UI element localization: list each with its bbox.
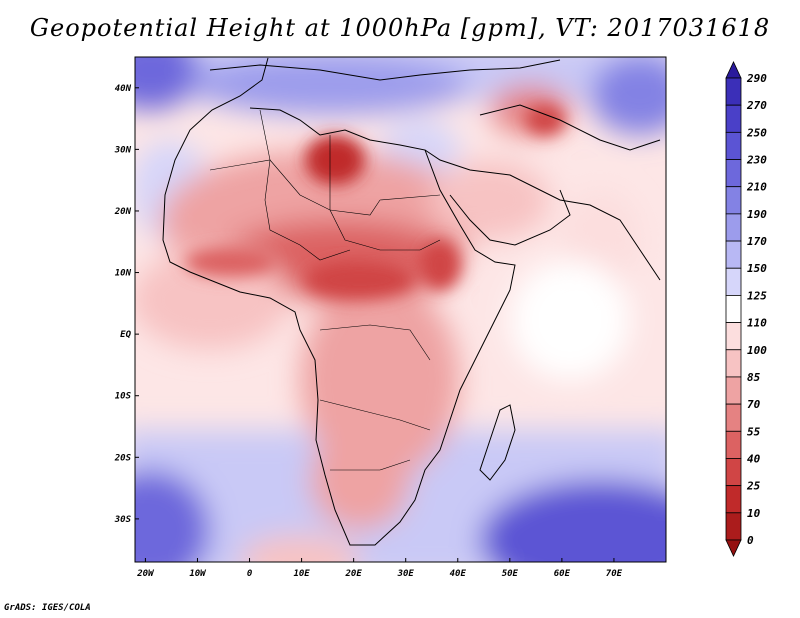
colorbar-label: 110 [747, 317, 767, 330]
colorbar-swatch [725, 159, 742, 188]
footer-credit: GrADS: IGES/COLA [4, 603, 91, 613]
colorbar-swatch [725, 485, 742, 514]
x-tick-label: 40E [450, 569, 467, 579]
colorbar-label: 230 [746, 154, 767, 167]
y-tick-label: EQ [120, 330, 131, 340]
colorbar-swatch [725, 131, 742, 160]
y-tick-label: 20S [114, 453, 132, 463]
colorbar-label: 0 [747, 534, 754, 547]
x-tick-label: 20E [345, 569, 363, 579]
colorbar-swatch [725, 512, 742, 541]
colorbar-label: 70 [747, 398, 761, 411]
x-tick-label: 30E [397, 569, 415, 579]
y-axis: 40N 30N 20N 10N EQ 10S 20S 30S [114, 84, 139, 525]
colorbar-label: 250 [746, 126, 767, 139]
chart-title: Geopotential Height at 1000hPa [gpm], VT… [29, 14, 771, 42]
colorbar-swatch [725, 213, 742, 242]
colorbar-label: 190 [747, 208, 767, 221]
y-tick-label: 40N [115, 84, 132, 94]
colorbar-label: 100 [747, 344, 767, 357]
y-tick-label: 10S [115, 392, 132, 402]
y-tick-label: 10N [115, 269, 132, 279]
x-tick-label: 0 [247, 569, 253, 579]
colorbar-swatch [725, 430, 742, 459]
colorbar-swatch [725, 403, 742, 432]
x-tick-label: 20W [136, 569, 155, 579]
x-tick-label: 10E [293, 569, 310, 579]
colorbar-label: 170 [747, 235, 767, 248]
borders [209, 109, 441, 471]
colorbar-label: 85 [747, 371, 761, 384]
x-tick-label: 50E [502, 569, 519, 579]
colorbar-swatch [725, 267, 742, 296]
y-tick-label: 30S [114, 515, 132, 525]
y-tick-label: 30N [114, 145, 132, 155]
height-field [135, 57, 666, 562]
colorbar-top-arrow [725, 61, 742, 79]
x-axis: 20W 10W 0 10E 20E 30E 40E 50E 60E 70E [136, 558, 623, 579]
colorbar-swatch [725, 322, 742, 351]
colorbar-swatch [725, 295, 742, 323]
x-tick-label: 10W [189, 569, 207, 579]
colorbar: 2902702502302101901701501251101008570554… [725, 61, 767, 557]
colorbar-label: 25 [746, 480, 761, 493]
colorbar-label: 290 [746, 72, 767, 85]
colorbar-swatch [725, 349, 742, 378]
colorbar-label: 270 [746, 99, 767, 112]
colorbar-swatch [725, 240, 742, 269]
colorbar-label: 10 [747, 507, 761, 520]
colorbar-label: 55 [747, 425, 761, 438]
x-tick-label: 60E [554, 569, 571, 579]
colorbar-label: 125 [747, 289, 767, 302]
colorbar-swatch [725, 186, 742, 215]
x-tick-label: 70E [606, 569, 623, 579]
colorbar-swatch [725, 77, 742, 106]
colorbar-swatch [725, 458, 742, 487]
colorbar-swatch [725, 104, 742, 133]
coastlines [162, 57, 661, 546]
y-tick-label: 20N [114, 207, 132, 217]
colorbar-swatch [725, 376, 742, 405]
colorbar-label: 150 [747, 262, 767, 275]
plot-frame [134, 56, 667, 563]
colorbar-bottom-arrow [725, 539, 742, 557]
colorbar-label: 40 [747, 452, 761, 465]
colorbar-label: 210 [746, 181, 767, 194]
